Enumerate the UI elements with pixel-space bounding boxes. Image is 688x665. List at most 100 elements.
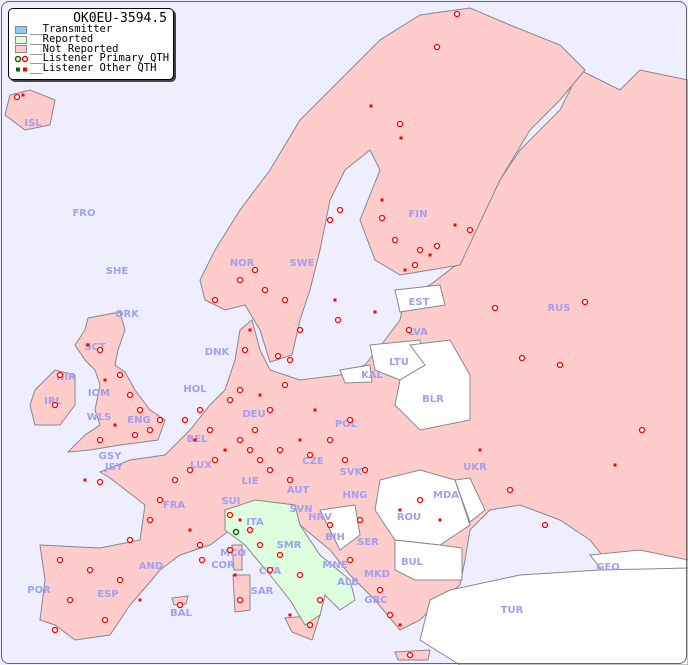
country-label-fin: FIN [409, 209, 428, 220]
country-label-bul: BUL [401, 557, 424, 568]
listener-primary-marker [116, 576, 124, 584]
listener-primary-marker [326, 436, 334, 444]
country-label-cze: CZE [302, 456, 324, 467]
country-label-mne: MNE [322, 560, 347, 571]
listener-primary-marker [405, 326, 413, 334]
listener-primary-marker [186, 466, 194, 474]
listener-primary-marker [518, 354, 526, 362]
country-label-nor: NOR [230, 258, 255, 269]
country-label-fro: FRO [72, 208, 95, 219]
listener-primary-marker [211, 456, 219, 464]
listener-primary-marker [326, 521, 334, 529]
listener-primary-marker [306, 451, 314, 459]
listener-primary-marker [176, 601, 184, 609]
country-label-tur: TUR [501, 605, 524, 616]
listener-primary-marker [416, 246, 424, 254]
legend-label: __Reported [30, 32, 94, 45]
legend-reported: __Reported [9, 32, 173, 45]
listener-primary-marker [66, 596, 74, 604]
country-label-blr: BLR [422, 394, 444, 405]
country-label-gsy: GSY [99, 451, 122, 462]
country-est [394, 284, 446, 313]
legend-other-qth: __Listener Other QTH [9, 63, 173, 74]
listener-primary-marker [226, 511, 234, 519]
country-label-est: EST [409, 297, 430, 308]
country-label-lie: LIE [242, 476, 259, 487]
listener-other-marker [223, 448, 227, 452]
country-label-pol: POL [335, 419, 358, 430]
country-label-mco: MCO [220, 548, 246, 559]
listener-primary-marker [96, 436, 104, 444]
listener-primary-marker [126, 536, 134, 544]
listener-primary-marker [181, 416, 189, 424]
country-label-lux: LUX [190, 460, 212, 471]
listener-primary-marker [236, 386, 244, 394]
country-label-hrv: HRV [308, 512, 332, 523]
country-label-mda: MDA [433, 490, 459, 501]
country-tur [419, 567, 688, 665]
listener-primary-marker [581, 298, 589, 306]
square-marker-icon [15, 65, 30, 73]
listener-primary-marker [281, 296, 289, 304]
country-label-esp: ESP [97, 589, 118, 600]
scandinavia [199, 7, 586, 363]
listener-primary-marker [198, 556, 206, 564]
country-label-irl: IRL [44, 396, 62, 407]
listener-primary-marker [406, 651, 414, 659]
country-label-wls: WLS [87, 412, 112, 423]
country-label-svk: SVK [340, 467, 364, 478]
country-label-grc: GRC [364, 595, 387, 606]
country-label-ita: ITA [246, 517, 264, 528]
legend-label: __Listener Primary QTH [30, 52, 170, 65]
listener-primary-marker [466, 226, 474, 234]
listener-primary-marker [86, 566, 94, 574]
listener-primary-marker [246, 526, 254, 534]
legend-title: OK0EU-3594.5 [73, 11, 167, 26]
listener-other-marker [258, 393, 262, 397]
listener-primary-marker [286, 476, 294, 484]
listener-primary-marker [326, 216, 334, 224]
listener-primary-marker [346, 416, 354, 424]
listener-primary-marker [378, 214, 386, 222]
listener-other-marker [193, 438, 197, 442]
legend-label: __Transmitter [30, 23, 113, 35]
listener-primary-marker [556, 361, 564, 369]
ireland [29, 369, 76, 426]
listener-primary-marker [416, 496, 424, 504]
not-reported-swatch [15, 45, 27, 54]
listener-primary-marker [376, 586, 384, 594]
listener-primary-marker [386, 611, 394, 619]
listener-other-marker [288, 613, 292, 617]
country-mda [454, 477, 486, 523]
listener-primary-marker [156, 416, 164, 424]
listener-other-marker [188, 528, 192, 532]
country-label-geo: GEO [596, 562, 620, 573]
country-kal [339, 364, 373, 384]
listener-other-marker [233, 573, 237, 577]
mainland [39, 69, 688, 641]
listener-primary-marker [251, 266, 259, 274]
country-label-and: AND [139, 561, 163, 572]
country-label-she: SHE [106, 266, 129, 277]
listener-primary-marker [146, 516, 154, 524]
country-label-svn: SVN [289, 504, 312, 515]
listener-primary-marker [361, 466, 369, 474]
listener-primary-marker [246, 446, 254, 454]
listener-other-marker [380, 198, 384, 202]
listener-primary-marker [306, 621, 314, 629]
country-label-alb: ALB [337, 577, 359, 588]
listener-primary-marker [316, 596, 324, 604]
listener-other-marker [373, 310, 377, 314]
country-label-ork: ORK [115, 309, 140, 320]
listener-primary-marker [266, 566, 274, 574]
listener-primary-marker [411, 261, 419, 269]
listener-other-marker [238, 518, 242, 522]
country-label-fra: FRA [163, 500, 186, 511]
country-label-cor: COR [211, 560, 235, 571]
listener-primary-marker [56, 556, 64, 564]
listener-primary-marker [116, 371, 124, 379]
listener-other-marker [369, 104, 373, 108]
reported-swatch [15, 35, 27, 44]
legend-transmitter: __Transmitter [9, 23, 173, 35]
country-label-iom: IOM [88, 388, 110, 399]
